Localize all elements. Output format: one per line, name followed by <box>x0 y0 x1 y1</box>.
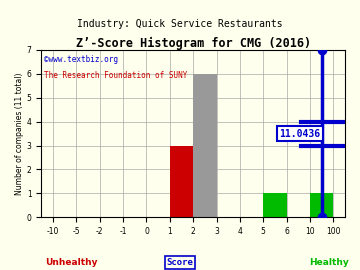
Text: Healthy: Healthy <box>310 258 349 267</box>
Bar <box>263 193 287 217</box>
Text: Unhealthy: Unhealthy <box>45 258 98 267</box>
Bar <box>310 193 333 217</box>
Y-axis label: Number of companies (11 total): Number of companies (11 total) <box>15 72 24 195</box>
Text: Industry: Quick Service Restaurants: Industry: Quick Service Restaurants <box>77 19 283 29</box>
Bar <box>170 146 193 217</box>
Text: 11.0436: 11.0436 <box>279 129 320 139</box>
Title: Z’-Score Histogram for CMG (2016): Z’-Score Histogram for CMG (2016) <box>76 37 311 50</box>
Text: The Research Foundation of SUNY: The Research Foundation of SUNY <box>44 72 188 80</box>
Text: ©www.textbiz.org: ©www.textbiz.org <box>44 55 118 64</box>
Text: Score: Score <box>167 258 193 267</box>
Bar <box>193 74 217 217</box>
